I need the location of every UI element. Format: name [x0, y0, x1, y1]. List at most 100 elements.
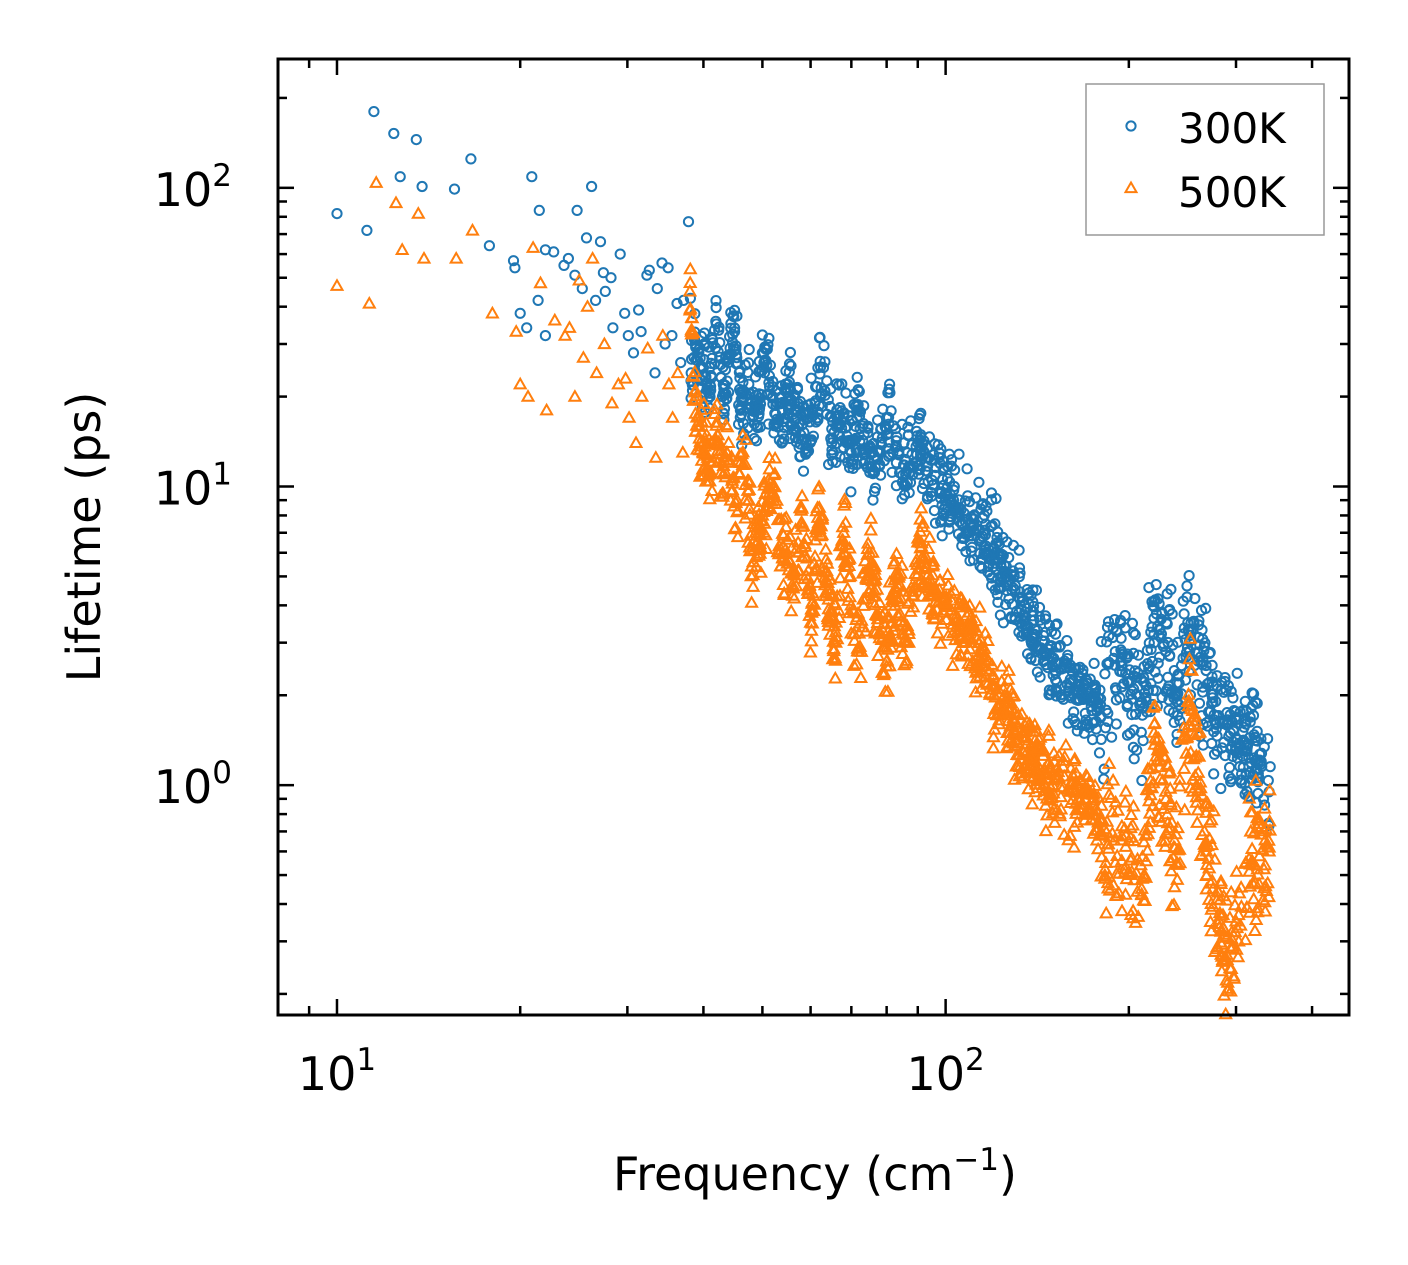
- point-300k: [1124, 727, 1136, 740]
- point-500k: [1109, 866, 1124, 879]
- point-300k: [976, 562, 988, 574]
- point-500k: [1213, 873, 1229, 887]
- point-300k: [1050, 628, 1062, 640]
- point-300k: [814, 331, 826, 343]
- point-500k: [1015, 770, 1030, 784]
- point-300k: [729, 322, 741, 334]
- point-500k: [580, 299, 595, 312]
- point-500k: [969, 650, 984, 664]
- point-500k: [1199, 867, 1215, 881]
- point-500k: [875, 629, 891, 643]
- point-500k: [846, 658, 862, 671]
- point-300k: [1094, 684, 1106, 696]
- point-300k: [1062, 649, 1074, 661]
- point-300k: [1211, 710, 1223, 722]
- point-500k: [1017, 717, 1032, 730]
- point-500k: [721, 435, 736, 448]
- point-300k: [851, 371, 863, 383]
- point-300k: [1009, 614, 1021, 626]
- point-300k: [948, 484, 960, 496]
- point-300k: [1208, 748, 1221, 760]
- point-500k: [1170, 820, 1186, 834]
- point-300k: [794, 451, 806, 463]
- point-500k: [720, 419, 735, 433]
- point-300k: [992, 582, 1004, 595]
- point-300k: [1168, 665, 1180, 677]
- point-500k: [1070, 785, 1085, 798]
- point-500k: [1262, 782, 1277, 796]
- point-500k: [1158, 784, 1173, 797]
- point-300k: [1132, 649, 1145, 661]
- point-500k: [1109, 848, 1125, 861]
- point-500k: [926, 610, 941, 624]
- point-500k: [891, 567, 907, 581]
- point-500k: [1089, 832, 1105, 846]
- point-500k: [1224, 931, 1240, 945]
- point-500k: [730, 529, 746, 543]
- point-300k: [1083, 721, 1095, 734]
- point-300k: [814, 355, 826, 367]
- point-500k: [799, 531, 814, 544]
- point-500k: [1110, 803, 1126, 816]
- legend-label-300k: 300K: [1178, 104, 1287, 153]
- point-500k: [1043, 786, 1059, 800]
- point-300k: [1262, 774, 1274, 787]
- point-300k: [1143, 637, 1155, 649]
- point-300k: [1128, 683, 1140, 695]
- point-500k: [1081, 774, 1097, 787]
- point-500k: [776, 587, 792, 600]
- point-500k: [1222, 960, 1238, 974]
- point-300k: [1181, 580, 1193, 592]
- point-500k: [1183, 631, 1198, 644]
- point-300k: [633, 304, 645, 316]
- point-300k: [331, 208, 343, 220]
- point-300k: [580, 232, 593, 244]
- point-300k: [836, 422, 848, 434]
- point-300k: [1240, 705, 1253, 717]
- point-300k: [955, 504, 967, 516]
- point-300k: [1211, 730, 1223, 742]
- point-300k: [1163, 704, 1175, 716]
- point-300k: [805, 398, 817, 410]
- point-300k: [772, 421, 784, 433]
- point-500k: [1184, 663, 1200, 676]
- point-300k: [1090, 683, 1102, 696]
- point-300k: [807, 406, 819, 418]
- point-500k: [1041, 754, 1057, 768]
- point-500k: [834, 547, 849, 561]
- point-500k: [661, 376, 677, 390]
- point-300k: [1197, 739, 1209, 751]
- point-500k: [1209, 941, 1225, 955]
- point-500k: [912, 534, 928, 548]
- point-300k: [649, 367, 661, 379]
- point-300k: [764, 381, 776, 393]
- point-300k: [827, 416, 839, 428]
- point-500k: [585, 250, 600, 264]
- point-500k: [932, 573, 947, 586]
- point-500k: [962, 641, 978, 655]
- point-500k: [889, 546, 904, 559]
- point-300k: [812, 362, 824, 374]
- point-300k: [720, 392, 733, 404]
- point-500k: [847, 633, 862, 646]
- point-300k: [854, 422, 866, 435]
- point-500k: [838, 515, 853, 528]
- point-500k: [710, 455, 725, 468]
- point-500k: [785, 580, 801, 594]
- x-tick-labels: 101 102: [298, 1042, 985, 1101]
- point-500k: [1238, 932, 1253, 946]
- point-500k: [1186, 751, 1201, 765]
- point-500k: [836, 497, 852, 511]
- legend-triangle-icon: [1123, 180, 1139, 194]
- point-300k: [1058, 659, 1070, 671]
- point-300k: [865, 442, 877, 454]
- y-tick-label: 100: [154, 755, 232, 814]
- point-500k: [1248, 912, 1264, 925]
- point-300k: [1244, 716, 1256, 728]
- point-500k: [799, 550, 815, 564]
- legend[interactable]: 300K 500K: [1085, 83, 1325, 236]
- point-500k: [973, 643, 989, 657]
- point-500k: [692, 419, 707, 432]
- point-300k: [1224, 761, 1236, 774]
- point-300k: [1039, 649, 1051, 661]
